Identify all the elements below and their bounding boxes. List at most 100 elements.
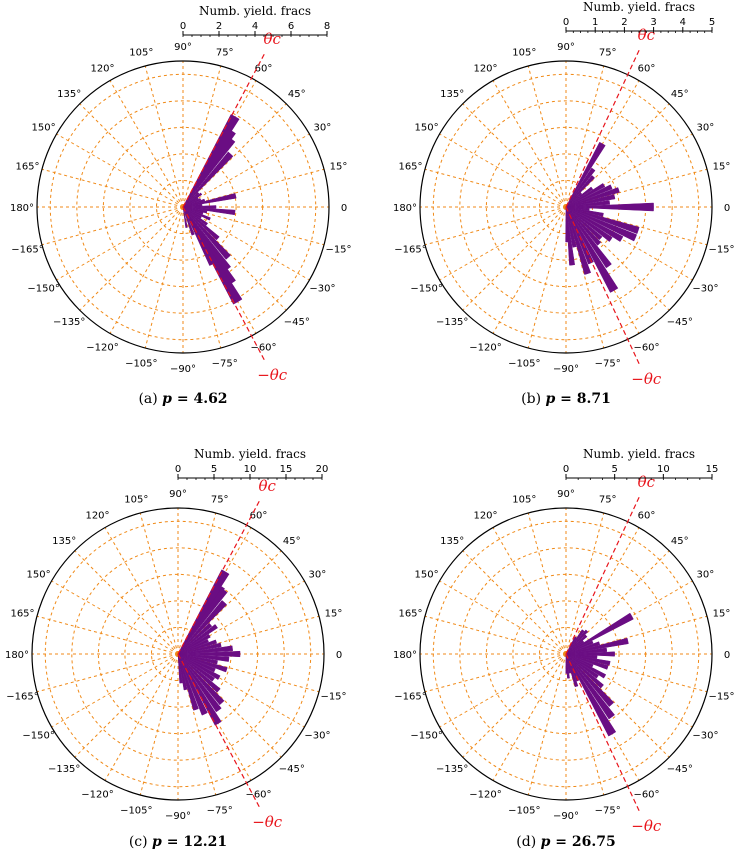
grid-spoke: [462, 206, 567, 311]
neg-theta-c-label: −θc: [631, 370, 662, 388]
grid-ring: [71, 547, 285, 761]
grid-ring: [129, 153, 237, 261]
angle-label: −120°: [469, 789, 501, 800]
radial-tick-label: 15: [280, 464, 293, 475]
angle-label: 120°: [85, 511, 109, 522]
angle-label: 30°: [309, 570, 327, 581]
critical-line-pos: [177, 498, 262, 655]
critical-line-pos: [565, 494, 641, 655]
angle-label: −75°: [212, 359, 238, 370]
angle-label: 15°: [330, 161, 348, 172]
angle-label: 105°: [124, 495, 148, 506]
angle-label: 105°: [512, 495, 536, 506]
angle-label: −150°: [410, 731, 442, 742]
caption: (a) p = 4.62: [138, 391, 227, 407]
angle-label: −90°: [165, 811, 191, 822]
grid-spoke: [424, 168, 567, 208]
angle-label: 150°: [415, 570, 439, 581]
grid-spoke: [51, 580, 179, 655]
angle-label: 15°: [325, 608, 343, 619]
neg-theta-c-label: −θc: [257, 366, 288, 384]
angle-label: 180°: [10, 203, 34, 214]
grid-spoke: [36, 615, 179, 655]
grid-spoke: [56, 206, 184, 281]
grid-spoke: [104, 527, 179, 655]
bar: [565, 192, 583, 208]
bar: [177, 624, 218, 655]
bar: [177, 653, 221, 693]
grid-ring: [459, 547, 673, 761]
bar: [177, 653, 228, 673]
bar: [177, 653, 222, 726]
angle-label: −135°: [436, 764, 468, 775]
angle-label: 120°: [473, 64, 497, 75]
bar: [565, 206, 570, 243]
angle-label: −45°: [284, 317, 310, 328]
angle-label: −90°: [170, 364, 196, 375]
grid-spoke: [56, 133, 184, 208]
angle-label: −135°: [436, 317, 468, 328]
angle-label: −30°: [304, 731, 330, 742]
angle-label: −105°: [508, 359, 540, 370]
polar-chart-3: 90° 105° 120° 135° 150° 165° 180° −165° −150° −13…: [5, 447, 347, 850]
neg-theta-c-label: −θc: [631, 817, 662, 835]
grid-spoke: [109, 206, 184, 334]
grid-ring: [76, 100, 290, 314]
grid-spoke: [74, 550, 179, 655]
bar: [565, 206, 640, 235]
grid-spoke: [424, 615, 567, 655]
grid-spoke: [492, 653, 567, 781]
bar: [565, 206, 602, 246]
angle-label: 0: [341, 203, 347, 214]
grid-spoke: [182, 206, 310, 281]
grid-spoke: [36, 653, 179, 693]
angle-label: −90°: [553, 811, 579, 822]
bar: [565, 641, 601, 655]
radial-tick-label: 4: [252, 21, 258, 32]
bar: [565, 206, 577, 248]
angle-label: 150°: [415, 123, 439, 134]
bar: [565, 206, 613, 242]
bar: [565, 653, 615, 720]
radial-tick-label: 20: [316, 464, 329, 475]
grid-spoke: [182, 65, 222, 208]
angle-label: −150°: [27, 284, 59, 295]
grid-spoke: [492, 527, 567, 655]
bar: [565, 175, 596, 208]
angle-label: 165°: [10, 608, 34, 619]
bar: [565, 194, 616, 208]
angle-label: −30°: [692, 731, 718, 742]
bar: [565, 653, 580, 682]
angle-label: −120°: [469, 342, 501, 353]
angle-label: 150°: [32, 123, 56, 134]
radial-axis-title: Numb. yield. fracs: [199, 4, 311, 18]
grid-spoke: [565, 512, 605, 655]
theta-c-label: θc: [263, 30, 281, 48]
angle-label: 0: [724, 650, 730, 661]
angle-label: −30°: [692, 284, 718, 295]
bar: [565, 640, 585, 655]
angle-label: 165°: [15, 161, 39, 172]
grid-spoke: [424, 206, 567, 246]
bar: [177, 633, 211, 655]
bar: [565, 653, 617, 737]
grid-spoke: [79, 103, 184, 208]
angle-label: −135°: [53, 317, 85, 328]
angle-label: 0: [336, 650, 342, 661]
angle-label: 105°: [512, 48, 536, 59]
angle-label: 30°: [314, 123, 332, 134]
angle-label: 60°: [638, 64, 656, 75]
grid-spoke: [527, 206, 567, 349]
radial-tick-label: 8: [324, 21, 330, 32]
grid-spoke: [439, 133, 567, 208]
bar: [182, 192, 203, 208]
bar: [565, 629, 585, 655]
bar: [565, 167, 596, 208]
radial-tick-label: 1: [592, 17, 598, 28]
angle-label: −165°: [11, 245, 43, 256]
grid-spoke: [439, 580, 567, 655]
caption: (c) p = 12.21: [129, 834, 227, 850]
angle-label: −150°: [410, 284, 442, 295]
radial-tick-label: 3: [650, 17, 656, 28]
